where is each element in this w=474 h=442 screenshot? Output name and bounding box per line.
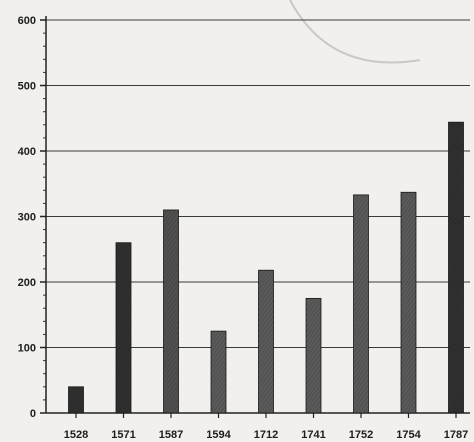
bar-texture-1571: [116, 242, 131, 413]
bar-texture-1787: [448, 122, 464, 414]
bars: [68, 121, 464, 414]
y-tick-label: 200: [18, 277, 36, 289]
x-tick-label: 1587: [159, 429, 183, 441]
bar-texture-1741: [306, 298, 321, 413]
x-tick-label: 1787: [444, 429, 468, 441]
x-tick-label: 1741: [301, 429, 325, 441]
x-tick-label: 1752: [349, 429, 373, 441]
x-tick-label: 1528: [64, 429, 88, 441]
x-tick-label: 1594: [206, 429, 231, 441]
bar-texture-1752: [353, 194, 369, 413]
background-watermark: [289, 0, 421, 64]
tick-labels: 0 100 200 300 400 500 600 1528 1571 1587 1594 1712 1…: [18, 15, 469, 441]
y-tick-label: 600: [18, 15, 36, 27]
y-tick-label: 500: [18, 81, 36, 93]
y-tick-label: 300: [18, 212, 36, 224]
bar-texture-1587: [163, 209, 179, 413]
y-tick-label: 400: [18, 146, 36, 158]
bar-texture-1712: [258, 270, 274, 413]
y-tick-label: 100: [18, 343, 36, 355]
bar-texture-1594: [211, 331, 226, 413]
x-tick-label: 1754: [396, 429, 421, 441]
bar-texture-1528: [68, 386, 84, 413]
bar-texture-1754: [401, 192, 416, 413]
y-tick-label: 0: [30, 408, 36, 420]
x-tick-label: 1712: [254, 429, 278, 441]
x-tick-label: 1571: [111, 429, 135, 441]
